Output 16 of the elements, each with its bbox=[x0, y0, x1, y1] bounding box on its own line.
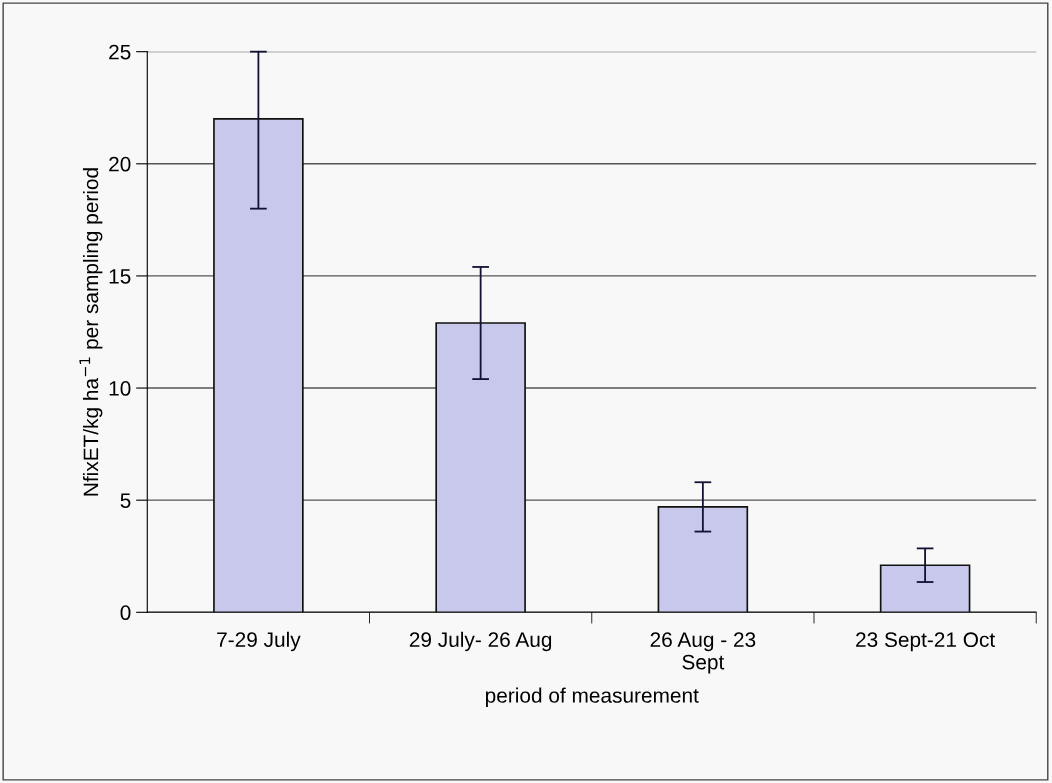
y-tick-label: 25 bbox=[109, 44, 131, 60]
bar bbox=[879, 564, 971, 613]
y-tick-label: 10 bbox=[109, 381, 131, 396]
y-tick-label: 0 bbox=[120, 605, 131, 621]
x-tick-label: 7-29 July bbox=[217, 631, 301, 652]
x-tick-label: 29 July- 26 Aug bbox=[409, 631, 552, 652]
bar bbox=[213, 118, 304, 613]
y-tick-label: 15 bbox=[109, 269, 131, 284]
y-axis-title: NfixET/kg ha$^{−1}$ per sampling period bbox=[79, 168, 103, 496]
x-tick-label: 26 Aug - 23 Sept bbox=[650, 632, 756, 674]
x-tick-label: 23 Sept-21 Oct bbox=[856, 632, 996, 652]
y-tick-label: 5 bbox=[120, 493, 131, 508]
bar bbox=[657, 506, 749, 613]
y-tick-label: 20 bbox=[109, 156, 131, 172]
bar bbox=[435, 322, 526, 613]
x-axis-title: period of measurement bbox=[485, 687, 699, 707]
